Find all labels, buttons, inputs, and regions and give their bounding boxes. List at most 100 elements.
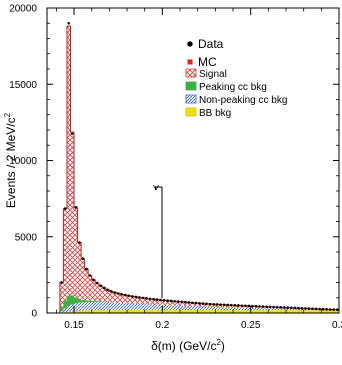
bar-non-peaking-cc-bkg	[123, 303, 127, 310]
bar-non-peaking-cc-bkg	[131, 304, 135, 311]
bar-peaking-cc-bkg	[81, 300, 85, 303]
data-point	[60, 281, 63, 284]
legend-label-peaking-cc-bkg: Peaking cc bkg	[199, 82, 267, 93]
bar-signal	[70, 132, 74, 295]
bar-peaking-cc-bkg	[95, 301, 99, 302]
bar-non-peaking-cc-bkg	[191, 306, 195, 310]
data-point	[99, 284, 102, 287]
bar-non-peaking-cc-bkg	[279, 308, 283, 310]
bar-peaking-cc-bkg	[63, 300, 67, 308]
data-point	[329, 308, 332, 311]
data-point	[103, 287, 106, 290]
legend-data-label: Data	[198, 37, 224, 51]
bar-non-peaking-cc-bkg	[247, 308, 251, 310]
bar-non-peaking-cc-bkg	[194, 306, 198, 310]
bar-non-peaking-cc-bkg	[67, 306, 71, 312]
bar-peaking-cc-bkg	[88, 301, 92, 302]
bar-peaking-cc-bkg	[85, 300, 89, 302]
y-tick-label: 20000	[9, 4, 37, 15]
data-point	[272, 306, 275, 309]
data-point	[138, 296, 141, 299]
bar-non-peaking-cc-bkg	[116, 303, 120, 310]
bar-peaking-cc-bkg	[92, 301, 96, 302]
y-tick-label: 0	[31, 309, 37, 320]
legend-label-bb-bkg: BB bkg	[199, 108, 231, 119]
bar-non-peaking-cc-bkg	[141, 304, 145, 310]
data-point	[71, 132, 74, 135]
data-point	[233, 304, 236, 307]
bar-non-peaking-cc-bkg	[244, 308, 248, 311]
bar-non-peaking-cc-bkg	[120, 303, 124, 310]
x-axis-title: δ(m) (GeV/c2)	[151, 338, 225, 353]
data-point	[131, 295, 134, 298]
data-point	[74, 206, 77, 209]
bar-non-peaking-cc-bkg	[88, 302, 92, 310]
bar-peaking-cc-bkg	[78, 299, 82, 303]
data-point	[198, 302, 201, 305]
data-point	[223, 303, 226, 306]
data-point	[78, 241, 81, 244]
data-point	[230, 304, 233, 307]
bar-signal	[92, 280, 96, 301]
bar-non-peaking-cc-bkg	[166, 305, 170, 310]
data-point	[301, 307, 304, 310]
data-point	[145, 297, 148, 300]
bar-non-peaking-cc-bkg	[127, 303, 131, 310]
data-point	[135, 296, 138, 299]
data-point	[106, 289, 109, 292]
data-point	[258, 305, 261, 308]
bar-non-peaking-cc-bkg	[198, 306, 202, 310]
data-point	[304, 307, 307, 310]
bar-non-peaking-cc-bkg	[169, 305, 173, 310]
data-point	[244, 305, 247, 308]
bar-signal	[60, 282, 64, 306]
legend-swatch-peaking-cc-bkg	[186, 82, 196, 90]
data-point	[113, 291, 116, 294]
legend-swatch-bb-bkg	[186, 108, 196, 116]
bar-peaking-cc-bkg	[99, 301, 103, 302]
bar-non-peaking-cc-bkg	[176, 306, 180, 311]
legend-label-non-peaking-cc-bkg: Non-peaking cc bkg	[199, 95, 287, 106]
x-tick-label: 0.2	[155, 320, 169, 331]
bar-non-peaking-cc-bkg	[201, 307, 205, 311]
data-point	[191, 301, 194, 304]
bar-peaking-cc-bkg	[70, 295, 74, 304]
data-point	[279, 306, 282, 309]
bar-peaking-cc-bkg	[102, 302, 106, 303]
data-point	[286, 306, 289, 309]
bar-non-peaking-cc-bkg	[215, 307, 219, 310]
data-point	[127, 294, 130, 297]
legend-mc-marker	[188, 60, 193, 65]
bar-non-peaking-cc-bkg	[222, 307, 226, 310]
data-point	[297, 307, 300, 310]
bar-non-peaking-cc-bkg	[109, 303, 113, 311]
data-point	[173, 300, 176, 303]
data-point	[265, 305, 268, 308]
bar-signal	[95, 283, 99, 301]
x-tick-label: 0.3	[332, 320, 342, 331]
bar-non-peaking-cc-bkg	[240, 308, 244, 311]
bar-signal	[120, 294, 124, 303]
bar-non-peaking-cc-bkg	[254, 308, 258, 310]
legend-swatch-non-peaking-cc-bkg	[186, 95, 196, 103]
bar-non-peaking-cc-bkg	[138, 304, 142, 310]
data-point	[156, 298, 159, 301]
bar-non-peaking-cc-bkg	[159, 305, 163, 310]
y-axis-title: Events / 2 MeV/c2	[3, 112, 18, 208]
bar-non-peaking-cc-bkg	[145, 304, 149, 310]
bar-non-peaking-cc-bkg	[219, 307, 223, 310]
bar-non-peaking-cc-bkg	[162, 305, 166, 310]
data-point	[294, 307, 297, 310]
y-tick-label: 5000	[15, 232, 38, 243]
bar-signal	[74, 207, 78, 297]
data-point	[322, 308, 325, 311]
data-point	[209, 303, 212, 306]
data-point	[124, 294, 127, 297]
bar-non-peaking-cc-bkg	[113, 303, 117, 310]
data-point	[64, 207, 67, 210]
legend-label-signal: Signal	[199, 69, 227, 80]
data-point	[237, 304, 240, 307]
bar-non-peaking-cc-bkg	[233, 307, 237, 310]
bar-signal	[81, 259, 85, 300]
legend-swatch-signal	[186, 69, 196, 77]
